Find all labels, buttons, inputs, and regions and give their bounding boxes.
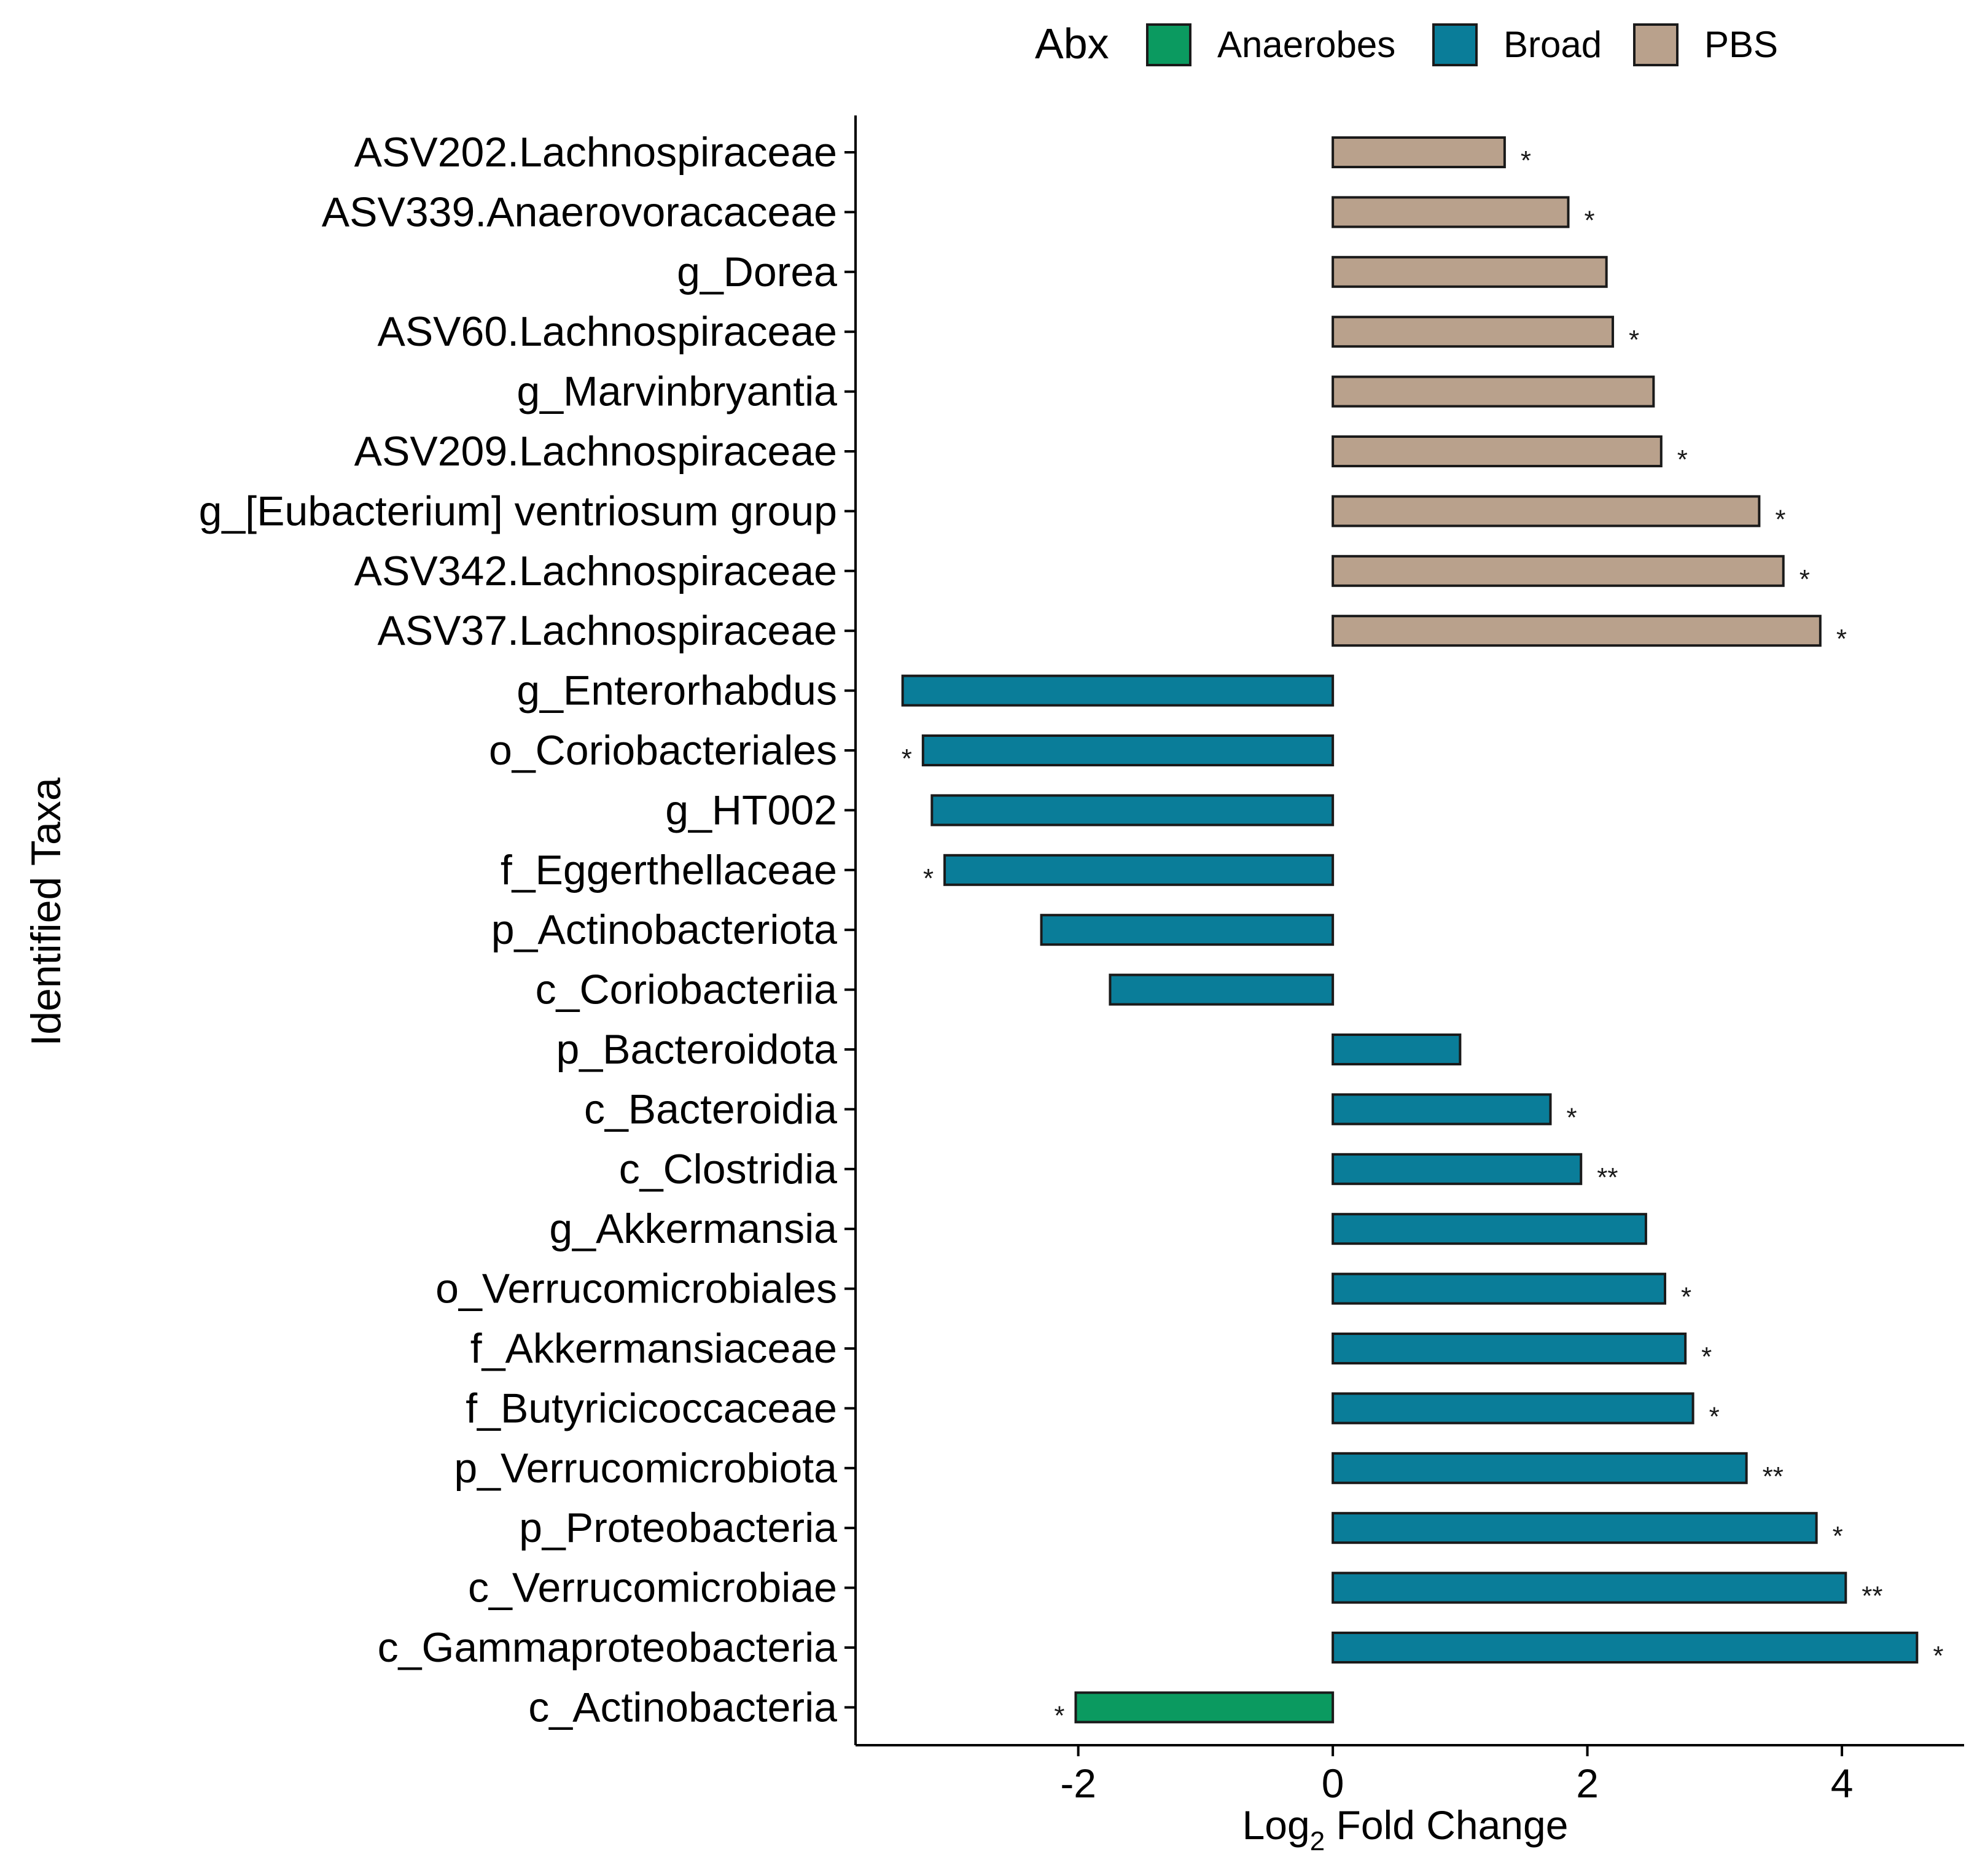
bar <box>1074 1691 1335 1724</box>
bar <box>1332 1272 1667 1305</box>
significance-marker: * <box>1054 1700 1064 1730</box>
x-tick-label: 2 <box>1576 1761 1599 1806</box>
significance-marker: * <box>1775 504 1785 534</box>
y-tick-label: p_Verrucomicrobiota <box>454 1445 837 1492</box>
y-tick-label: p_Actinobacteriota <box>491 906 837 953</box>
y-tick-label: c_Actinobacteria <box>528 1684 837 1730</box>
significance-marker: * <box>923 863 934 893</box>
y-tick-label: p_Bacteroidota <box>556 1026 838 1073</box>
legend-swatch <box>1432 23 1478 66</box>
significance-marker: * <box>1836 624 1847 654</box>
legend-label: Anaerobes <box>1217 24 1395 65</box>
legend-title: Abx <box>1035 20 1109 68</box>
significance-marker: * <box>902 744 912 774</box>
bar <box>1109 973 1335 1006</box>
legend-swatch <box>1146 23 1191 66</box>
bar <box>1332 1093 1552 1126</box>
significance-marker: * <box>1800 564 1810 594</box>
y-tick-label: f_Butyricicoccaceae <box>466 1385 837 1431</box>
bar <box>943 854 1335 886</box>
y-tick-label: o_Coriobacteriales <box>489 727 837 774</box>
y-tick-label: g_Akkermansia <box>549 1205 837 1252</box>
y-tick-label: c_Coriobacteriia <box>536 967 838 1013</box>
plot-area: -2 0 2 4 ASV202.Lachnospiraceae * ASV339.Anaer… <box>199 115 1964 1806</box>
bar <box>1332 1392 1694 1425</box>
y-tick-label: ASV37.Lachnospiraceae <box>377 607 837 654</box>
bar <box>1332 1153 1583 1185</box>
bar <box>1040 914 1335 946</box>
y-tick-label: c_Gammaproteobacteria <box>378 1624 838 1671</box>
significance-marker: * <box>1521 146 1531 176</box>
significance-marker: ** <box>1862 1581 1882 1611</box>
y-tick-label: ASV342.Lachnospiraceae <box>354 548 837 594</box>
significance-marker: * <box>1681 1282 1691 1312</box>
x-tick-label: -2 <box>1060 1761 1096 1806</box>
significance-marker: * <box>1566 1102 1577 1132</box>
bar <box>1332 615 1822 647</box>
y-tick-label: ASV339.Anaerovoracaceae <box>322 189 837 235</box>
x-tick-label: 4 <box>1831 1761 1854 1806</box>
x-axis-label-rest: Fold Change <box>1325 1802 1568 1848</box>
significance-marker: * <box>1629 325 1639 355</box>
y-tick-label: g_Enterorhabdus <box>517 667 837 714</box>
y-tick-label: g_Dorea <box>677 249 837 295</box>
bar <box>1332 136 1506 168</box>
x-axis-label-main: Log <box>1242 1802 1310 1848</box>
legend-label: Broad <box>1503 24 1602 65</box>
bar <box>1332 375 1655 408</box>
significance-marker: ** <box>1763 1461 1784 1492</box>
bar <box>1332 316 1615 348</box>
significance-marker: * <box>1833 1521 1843 1551</box>
bar <box>930 794 1335 827</box>
bar <box>921 734 1335 766</box>
bar <box>1332 1452 1748 1484</box>
x-axis-label-subscript: 2 <box>1310 1826 1325 1856</box>
legend-swatch <box>1633 23 1679 66</box>
bar <box>1332 1213 1647 1245</box>
significance-marker: * <box>1709 1401 1720 1431</box>
significance-marker: * <box>1701 1342 1712 1372</box>
y-tick-label: g_[Eubacterium] ventriosum group <box>199 488 837 534</box>
y-tick-label: f_Akkermansiaceae <box>470 1325 837 1372</box>
bar <box>1332 555 1785 587</box>
legend-label: PBS <box>1704 24 1778 65</box>
bar <box>1332 1333 1687 1364</box>
significance-marker: * <box>1933 1641 1943 1671</box>
bar <box>1332 1632 1919 1664</box>
y-axis-label: Identified Taxa <box>23 777 69 1046</box>
legend: Abx Anaerobes Broad PBS <box>1035 20 1778 68</box>
y-tick-label: f_Eggerthellaceae <box>501 847 837 893</box>
y-tick-label: p_Proteobacteria <box>519 1504 837 1551</box>
significance-marker: * <box>1585 205 1595 235</box>
x-tick-label: 0 <box>1322 1761 1344 1806</box>
bar <box>1332 196 1570 228</box>
x-axis-label: Log2 Fold Change <box>1242 1802 1569 1856</box>
y-tick-label: g_Marvinbryantia <box>517 368 837 415</box>
significance-marker: * <box>1677 445 1688 475</box>
bar <box>1332 1033 1462 1065</box>
y-tick-label: c_Verrucomicrobiae <box>468 1565 837 1611</box>
y-tick-label: c_Clostridia <box>619 1146 837 1193</box>
y-tick-label: g_HT002 <box>665 787 837 833</box>
y-tick-label: ASV60.Lachnospiraceae <box>377 308 837 355</box>
significance-marker: ** <box>1597 1162 1618 1193</box>
y-tick-label: ASV202.Lachnospiraceae <box>354 129 837 176</box>
y-tick-label: o_Verrucomicrobiales <box>435 1266 837 1312</box>
bar <box>1332 495 1761 527</box>
bar <box>1332 1512 1818 1544</box>
y-tick-label: ASV209.Lachnospiraceae <box>354 428 837 475</box>
bar <box>1332 255 1608 288</box>
bar <box>1332 435 1663 467</box>
y-tick-label: c_Bacteroidia <box>584 1086 837 1132</box>
bar <box>901 674 1335 707</box>
bar <box>1332 1571 1847 1604</box>
